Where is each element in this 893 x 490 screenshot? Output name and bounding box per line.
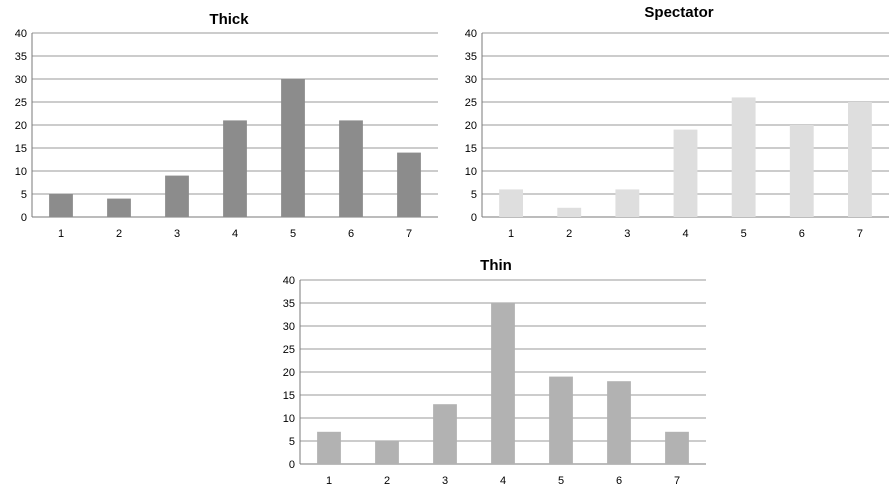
- bar: [107, 198, 131, 217]
- x-tick-label: 6: [348, 228, 354, 240]
- x-tick-label: 4: [500, 475, 506, 487]
- y-tick-label: 40: [283, 275, 295, 287]
- thin-chart: Thin 0 5 10 15 20 25 30 35 40 1 2 3 4 5 6 7: [283, 257, 706, 487]
- x-tick-label: 3: [442, 475, 448, 487]
- y-tick-label: 20: [465, 120, 477, 132]
- x-tick-label: 3: [624, 228, 630, 240]
- x-tick-label: 2: [116, 228, 122, 240]
- y-tick-label: 0: [471, 212, 477, 224]
- y-tick-label: 20: [15, 120, 27, 132]
- y-tick-label: 35: [15, 51, 27, 63]
- x-tick-label: 3: [174, 228, 180, 240]
- x-tick-label: 1: [326, 475, 332, 487]
- bar: [665, 431, 689, 464]
- x-tick-label: 1: [508, 228, 514, 240]
- bar: [848, 102, 872, 217]
- bar: [339, 120, 363, 217]
- x-tick-label: 5: [290, 228, 296, 240]
- x-tick-label: 1: [58, 228, 64, 240]
- y-tick-label: 25: [283, 344, 295, 356]
- x-tick-label: 7: [857, 228, 863, 240]
- x-tick-label: 7: [406, 228, 412, 240]
- bar: [317, 431, 341, 464]
- x-tick-label: 2: [566, 228, 572, 240]
- x-tick-label: 5: [558, 475, 564, 487]
- y-tick-label: 0: [21, 212, 27, 224]
- y-tick-label: 30: [15, 74, 27, 86]
- y-tick-label: 10: [465, 166, 477, 178]
- y-tick-label: 5: [21, 189, 27, 201]
- y-tick-label: 25: [15, 97, 27, 109]
- y-tick-label: 30: [465, 74, 477, 86]
- y-tick-label: 15: [283, 390, 295, 402]
- chart-title: Spectator: [644, 4, 713, 21]
- chart-title: Thin: [480, 257, 512, 274]
- y-tick-label: 5: [289, 436, 295, 448]
- bar: [549, 376, 573, 464]
- bar: [223, 120, 247, 217]
- bar: [673, 129, 698, 217]
- y-tick-label: 10: [15, 166, 27, 178]
- y-tick-label: 35: [465, 51, 477, 63]
- x-tick-label: 4: [232, 228, 238, 240]
- y-tick-label: 35: [283, 298, 295, 310]
- bar: [607, 381, 631, 464]
- thick-chart: Thick 0 5 10 15 20 25 30 35 40 1 2 3 4 5 6 7: [15, 11, 438, 240]
- y-tick-label: 20: [283, 367, 295, 379]
- y-tick-label: 25: [465, 97, 477, 109]
- bar: [789, 125, 814, 217]
- bar: [433, 404, 457, 464]
- spectator-chart: Spectator 0 5 10 15 20 25 30 35 40 1 2 3 4 5 6 7: [465, 4, 889, 240]
- x-tick-label: 2: [384, 475, 390, 487]
- x-tick-label: 6: [616, 475, 622, 487]
- bar: [731, 97, 756, 217]
- x-tick-label: 4: [682, 228, 688, 240]
- bar: [491, 303, 515, 464]
- y-tick-label: 10: [283, 413, 295, 425]
- y-tick-label: 15: [15, 143, 27, 155]
- bar: [49, 194, 73, 217]
- bar: [165, 175, 189, 217]
- y-tick-label: 40: [15, 28, 27, 40]
- bar: [499, 189, 523, 217]
- chart-title: Thick: [209, 11, 249, 28]
- bar: [375, 441, 399, 464]
- bar: [281, 79, 305, 217]
- y-tick-label: 40: [465, 28, 477, 40]
- x-tick-label: 6: [799, 228, 805, 240]
- y-tick-label: 15: [465, 143, 477, 155]
- bar: [397, 152, 421, 217]
- y-tick-label: 0: [289, 459, 295, 471]
- y-tick-label: 5: [471, 189, 477, 201]
- x-tick-label: 7: [674, 475, 680, 487]
- x-tick-label: 5: [741, 228, 747, 240]
- y-tick-label: 30: [283, 321, 295, 333]
- bar: [615, 189, 640, 217]
- bar: [557, 207, 582, 217]
